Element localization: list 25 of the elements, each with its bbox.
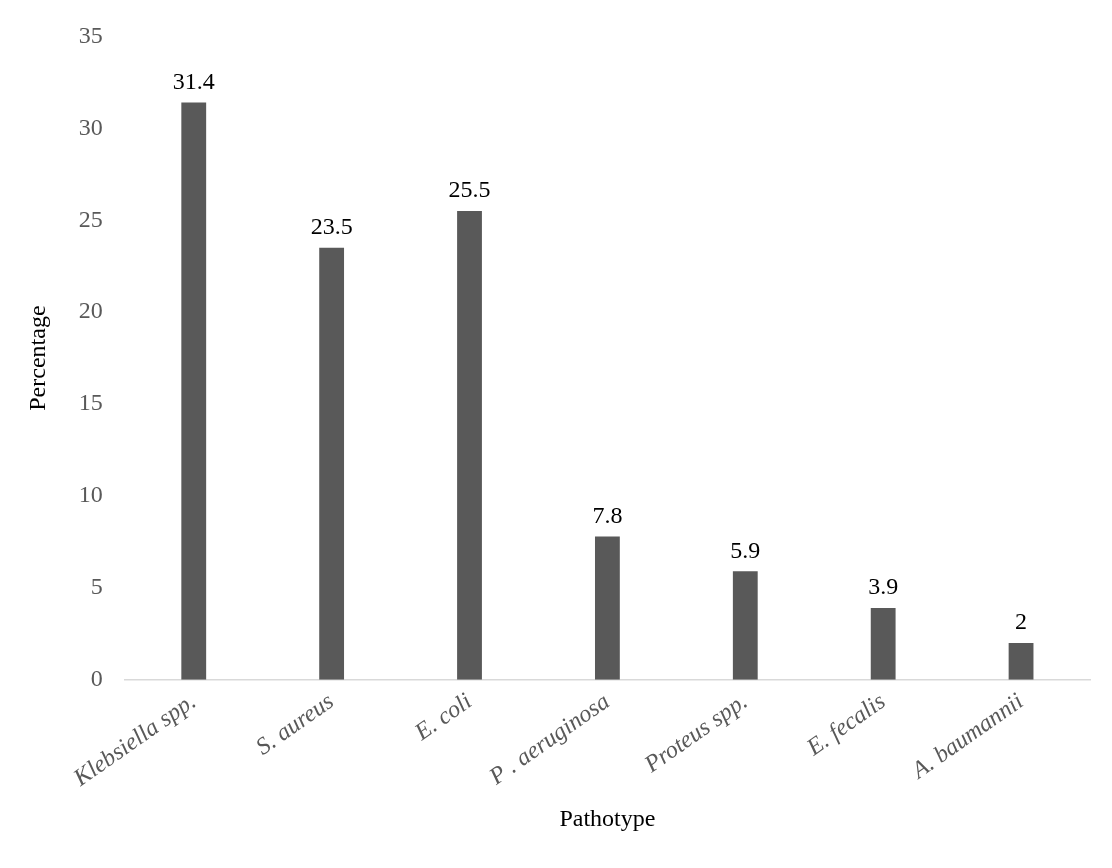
data-label: 31.4 <box>172 67 215 94</box>
data-label: 5.9 <box>730 536 761 563</box>
x-axis-title: Pathotype <box>559 804 656 831</box>
bar <box>870 608 896 680</box>
y-tick-label: 15 <box>78 389 103 416</box>
data-label: 25.5 <box>448 176 491 203</box>
y-tick-label: 10 <box>78 481 103 508</box>
y-tick-label: 30 <box>78 113 103 140</box>
bar <box>732 571 758 680</box>
bar <box>181 102 207 680</box>
data-label: 7.8 <box>592 501 623 528</box>
y-tick-label: 0 <box>90 665 103 692</box>
y-tick-label: 35 <box>78 21 103 48</box>
y-axis-title: Percentage <box>23 305 50 411</box>
y-tick-label: 20 <box>78 297 103 324</box>
bar <box>1008 643 1034 680</box>
y-tick-label: 25 <box>78 205 103 232</box>
bar <box>457 211 482 680</box>
data-label: 2 <box>1015 608 1028 635</box>
bar <box>319 247 345 680</box>
y-tick-label: 5 <box>90 573 103 600</box>
data-label: 23.5 <box>310 213 353 240</box>
bar <box>594 536 620 680</box>
data-label: 3.9 <box>868 573 899 600</box>
x-tick-label: E. coli <box>408 687 476 746</box>
